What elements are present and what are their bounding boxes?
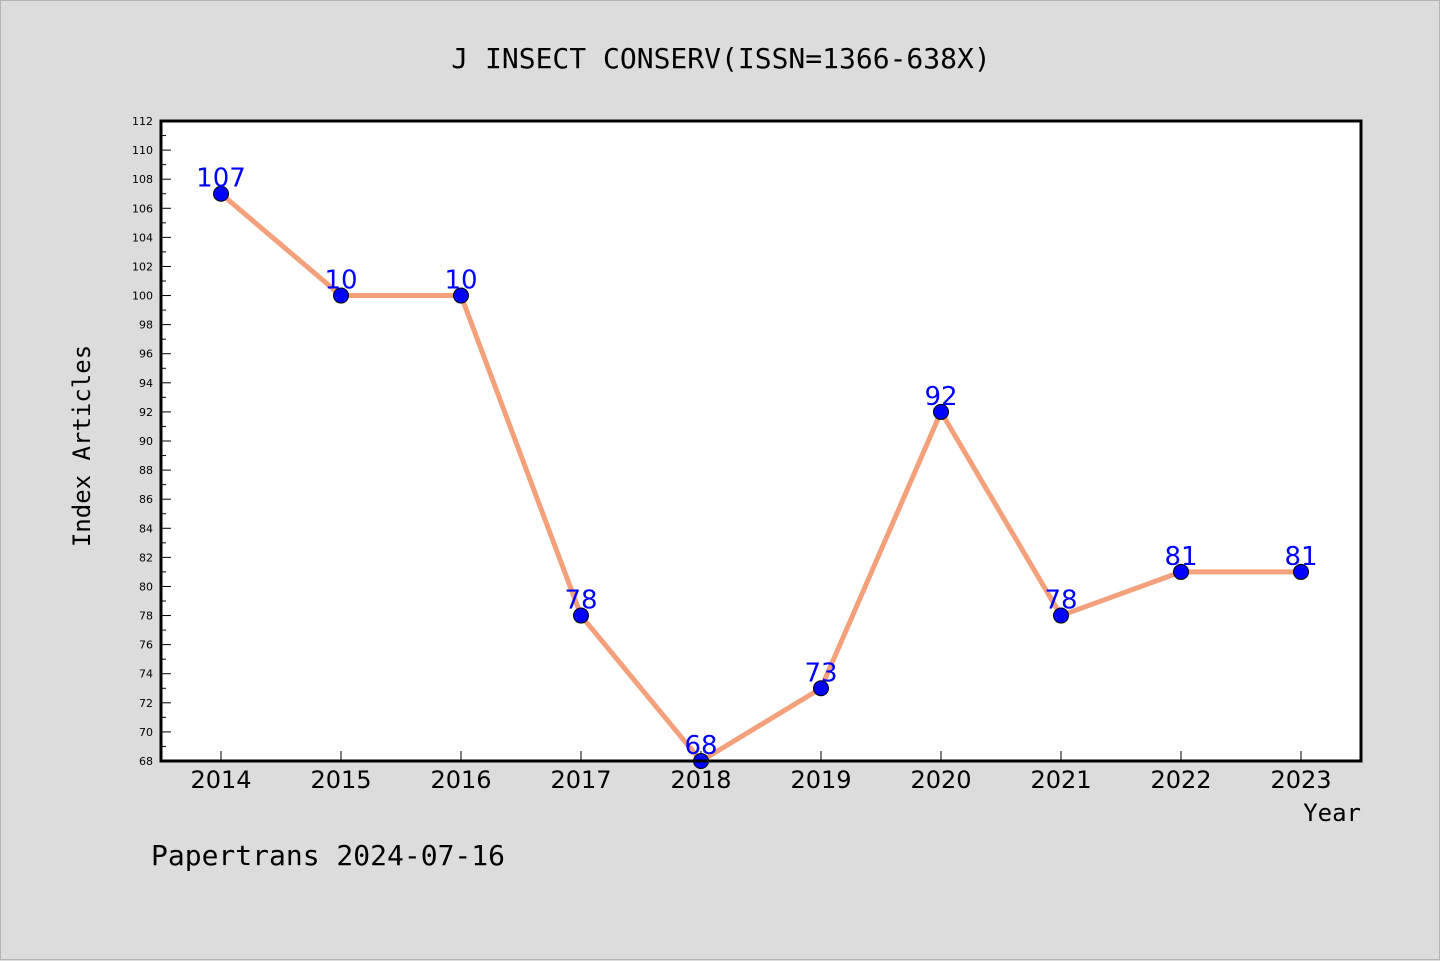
data-label: 73: [804, 658, 837, 688]
y-tick-label: 74: [139, 668, 153, 681]
data-label: 78: [564, 586, 597, 616]
x-tick-label: 2019: [790, 766, 851, 794]
x-tick-label: 2020: [910, 766, 971, 794]
y-tick-label: 76: [139, 639, 153, 652]
x-tick-label: 2023: [1270, 766, 1331, 794]
plot-border: [159, 119, 1363, 763]
y-tick-label: 98: [139, 319, 153, 332]
y-tick-label: 112: [132, 115, 153, 128]
data-point: [1293, 563, 1309, 580]
y-tick-label: 84: [139, 522, 153, 535]
data-point: [813, 680, 829, 697]
data-label: 78: [1044, 586, 1077, 616]
y-tick-label: 80: [139, 580, 153, 593]
y-tick-label: 90: [139, 435, 153, 448]
y-tick-label: 78: [139, 610, 153, 623]
y-tick-label: 100: [132, 290, 153, 303]
x-tick-label: 2021: [1030, 766, 1091, 794]
x-axis-label: Year: [1303, 799, 1361, 827]
x-tick-label: 2022: [1150, 766, 1211, 794]
x-axis-ticks: 2014 2015 2016 2017 2018 2019 2020 2021 2022 2023: [190, 751, 1332, 794]
x-tick-label: 2014: [190, 766, 251, 794]
chart-title: J INSECT CONSERV(ISSN=1366-638X): [451, 42, 990, 75]
x-tick-label: 2016: [430, 766, 491, 794]
y-axis-ticks: 68 70 72 74 76 78 80 82 84 86 88 90 92 94 96 98 100 102 10…: [132, 115, 171, 768]
x-tick-label: 2018: [670, 766, 731, 794]
plot-area: [161, 121, 1361, 761]
y-tick-label: 88: [139, 464, 153, 477]
data-label: 68: [684, 731, 717, 761]
y-tick-label: 106: [132, 202, 153, 215]
data-label: 92: [924, 382, 957, 412]
y-tick-label: 110: [132, 144, 153, 157]
y-tick-label: 102: [132, 260, 153, 273]
data-point: [213, 185, 229, 202]
data-point: [1173, 563, 1189, 580]
data-label: 81: [1284, 542, 1317, 572]
y-tick-label: 92: [139, 406, 153, 419]
data-label: 107: [196, 164, 246, 194]
y-tick-label: 86: [139, 493, 153, 506]
x-tick-label: 2017: [550, 766, 611, 794]
data-label: 10: [324, 266, 357, 296]
data-point: [1053, 607, 1069, 624]
series-line: [218, 191, 1304, 764]
y-tick-label: 68: [139, 755, 153, 768]
data-point: [933, 403, 949, 420]
data-labels: 107 10 10 78 68 73 92 78 81 81: [196, 164, 1317, 761]
data-points: [213, 185, 1309, 769]
y-tick-label: 72: [139, 697, 153, 710]
data-label: 10: [444, 266, 477, 296]
y-axis-label: Index Articles: [68, 345, 96, 547]
footer-text: Papertrans 2024-07-16: [151, 839, 505, 872]
x-tick-label: 2015: [310, 766, 371, 794]
y-tick-label: 96: [139, 348, 153, 361]
y-tick-label: 94: [139, 377, 153, 390]
data-point: [573, 607, 589, 624]
y-tick-label: 108: [132, 173, 153, 186]
y-tick-label: 104: [132, 231, 153, 244]
data-label: 81: [1164, 542, 1197, 572]
data-point: [333, 287, 349, 304]
y-tick-label: 82: [139, 551, 153, 564]
data-point: [453, 287, 469, 304]
y-tick-label: 70: [139, 726, 153, 739]
